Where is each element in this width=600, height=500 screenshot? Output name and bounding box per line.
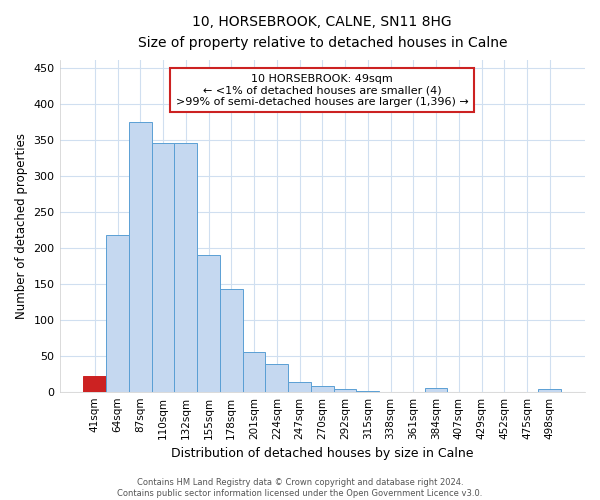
Text: 10 HORSEBROOK: 49sqm
← <1% of detached houses are smaller (4)
>99% of semi-detac: 10 HORSEBROOK: 49sqm ← <1% of detached h… xyxy=(176,74,469,107)
Bar xyxy=(220,290,242,392)
Bar xyxy=(538,389,561,392)
Bar xyxy=(311,386,334,392)
Bar xyxy=(129,122,152,392)
X-axis label: Distribution of detached houses by size in Calne: Distribution of detached houses by size … xyxy=(171,447,473,460)
Bar xyxy=(334,389,356,392)
Text: Contains HM Land Registry data © Crown copyright and database right 2024.
Contai: Contains HM Land Registry data © Crown c… xyxy=(118,478,482,498)
Bar xyxy=(152,144,175,392)
Y-axis label: Number of detached properties: Number of detached properties xyxy=(15,133,28,319)
Bar xyxy=(356,391,379,392)
Bar xyxy=(425,388,448,392)
Bar xyxy=(175,144,197,392)
Bar xyxy=(265,364,288,392)
Bar xyxy=(83,376,106,392)
Bar xyxy=(197,255,220,392)
Bar xyxy=(288,382,311,392)
Bar xyxy=(106,236,129,392)
Bar xyxy=(242,352,265,392)
Title: 10, HORSEBROOK, CALNE, SN11 8HG
Size of property relative to detached houses in : 10, HORSEBROOK, CALNE, SN11 8HG Size of … xyxy=(137,15,507,50)
